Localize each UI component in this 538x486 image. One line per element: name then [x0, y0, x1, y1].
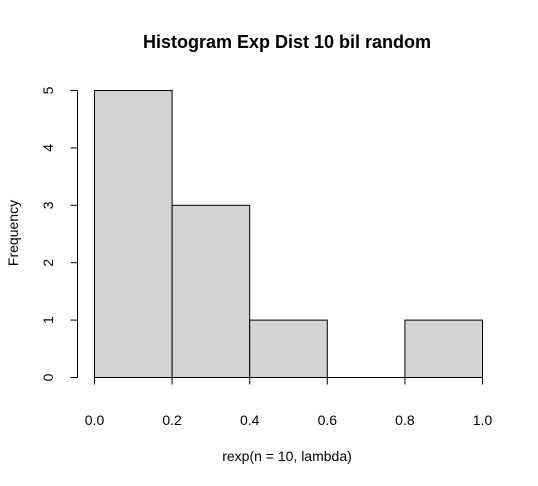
y-axis: 0 1 2 3 4 5: [40, 86, 78, 381]
y-tick-label: 2: [40, 259, 56, 267]
y-tick-label: 4: [40, 144, 56, 152]
x-tick-label: 0.6: [318, 412, 338, 428]
x-tick-label: 0.2: [162, 412, 182, 428]
y-axis-label: Frequency: [5, 200, 21, 266]
histogram-bar-1: [171, 204, 251, 378]
y-tick-label: 0: [40, 373, 56, 381]
histogram-bar-2: [249, 319, 328, 379]
y-tick-label: 1: [40, 316, 56, 324]
histogram-bar-0: [94, 90, 173, 378]
x-tick-label: 0.0: [85, 412, 105, 428]
histogram-bar-4: [404, 319, 483, 379]
y-tick-label: 3: [40, 201, 56, 209]
x-tick-label: 1.0: [473, 412, 493, 428]
bars-group: [94, 90, 483, 379]
x-axis: 0.0 0.2 0.4 0.6 0.8 1.0: [85, 377, 493, 428]
y-tick-label: 5: [40, 86, 56, 94]
chart-title: Histogram Exp Dist 10 bil random: [143, 32, 431, 52]
x-axis-label: rexp(n = 10, lambda): [222, 448, 352, 464]
x-tick-label: 0.8: [395, 412, 415, 428]
x-tick-label: 0.4: [240, 412, 260, 428]
